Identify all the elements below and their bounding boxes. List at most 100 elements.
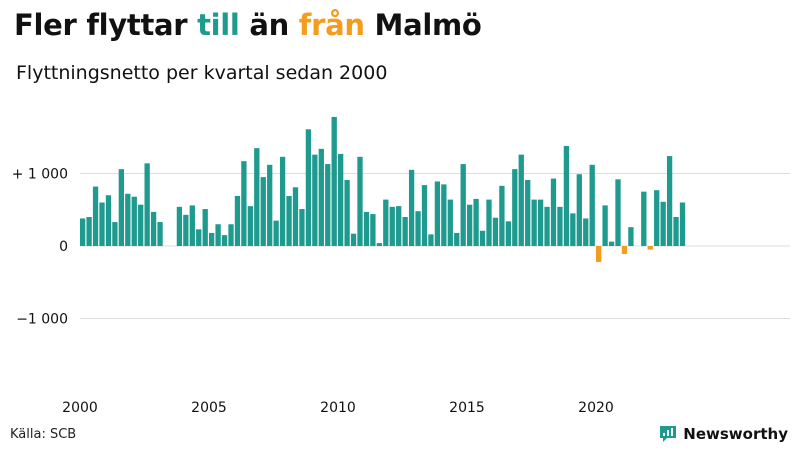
- bar-positive: [292, 187, 299, 246]
- newsworthy-logo-icon: [660, 426, 677, 442]
- brand-name: Newsworthy: [683, 425, 788, 443]
- newsworthy-logo: Newsworthy: [658, 424, 788, 444]
- bar-positive: [299, 209, 305, 246]
- bar-positive: [383, 199, 389, 246]
- bar-positive: [492, 217, 499, 246]
- bar-positive: [660, 201, 666, 246]
- x-tick-label: 2020: [578, 400, 614, 416]
- bar-positive: [338, 153, 344, 246]
- bar-positive: [234, 195, 241, 246]
- bar-positive: [125, 193, 131, 246]
- bar-positive: [138, 204, 144, 246]
- bar-positive: [602, 205, 608, 246]
- bar-positive: [589, 164, 595, 246]
- title-part-3: än: [239, 8, 299, 42]
- bar-positive: [473, 198, 479, 247]
- title-part-1: Fler flyttar: [14, 8, 198, 42]
- bar-positive: [363, 211, 370, 246]
- bar-positive: [267, 164, 273, 246]
- bar-positive: [550, 178, 557, 246]
- bar-positive: [467, 204, 473, 246]
- title-highlight-fran: från: [298, 8, 365, 42]
- bar-positive: [273, 220, 279, 247]
- bar-positive: [183, 214, 189, 246]
- bar-positive: [247, 206, 253, 247]
- bar-positive: [544, 206, 550, 246]
- bar-positive: [286, 195, 292, 246]
- bar-positive: [150, 211, 157, 246]
- bar-positive: [196, 229, 202, 246]
- bar-positive: [144, 163, 150, 246]
- bar-positive: [673, 217, 679, 246]
- bar-positive: [189, 205, 195, 246]
- bar-positive: [428, 234, 434, 246]
- bar-positive: [486, 199, 492, 246]
- bar-positive: [408, 169, 415, 247]
- bar-positive: [654, 190, 660, 246]
- title-part-5: Malmö: [364, 8, 482, 42]
- bar-positive: [279, 156, 286, 246]
- bar-positive: [615, 179, 621, 246]
- bar-positive: [512, 169, 518, 246]
- bar-positive: [499, 185, 505, 246]
- y-tick-label: 0: [59, 239, 68, 255]
- source-label: Källa: SCB: [10, 427, 77, 442]
- bar-positive: [357, 156, 363, 246]
- bar-positive: [557, 206, 563, 246]
- bar-positive: [531, 199, 537, 246]
- bar-positive: [350, 233, 357, 246]
- bar-positive: [441, 184, 447, 246]
- bar-positive: [112, 222, 118, 246]
- bar-positive: [396, 206, 402, 247]
- bar-negative: [621, 246, 628, 254]
- bar-positive: [421, 185, 428, 246]
- bar-positive: [312, 154, 318, 246]
- bar-positive: [305, 129, 312, 246]
- bar-positive: [344, 180, 350, 246]
- bar-positive: [415, 211, 421, 246]
- bar-positive: [241, 161, 247, 246]
- bar-negative: [596, 246, 602, 262]
- bar-positive: [679, 202, 686, 246]
- bar-positive: [666, 156, 673, 246]
- bar-positive: [254, 148, 260, 247]
- bar-positive: [447, 199, 453, 246]
- bar-positive: [157, 222, 163, 246]
- bar-positive: [563, 145, 570, 246]
- y-tick-label: + 1 000: [12, 167, 68, 183]
- bar-positive: [221, 235, 228, 247]
- y-tick-label: −1 000: [16, 312, 68, 328]
- bar-positive: [92, 186, 99, 246]
- bar-positive: [131, 196, 137, 246]
- x-tick-label: 2010: [320, 400, 356, 416]
- bar-positive: [331, 116, 337, 246]
- bar-positive: [376, 243, 382, 246]
- bar-positive: [228, 224, 234, 246]
- x-tick-label: 2005: [191, 400, 227, 416]
- bar-positive: [318, 148, 324, 246]
- bar-positive: [608, 241, 615, 246]
- bar-positive: [583, 218, 589, 246]
- bar-positive: [628, 227, 634, 246]
- bar-positive: [454, 232, 460, 246]
- bar-positive: [402, 217, 408, 246]
- bar-positive: [202, 209, 208, 246]
- title-highlight-till: till: [197, 8, 240, 42]
- bar-positive: [260, 177, 266, 247]
- bar-positive: [537, 199, 544, 246]
- chart-title: Fler flyttar till än från Malmö: [14, 8, 482, 42]
- bar-positive: [99, 202, 105, 246]
- bar-positive: [518, 154, 524, 246]
- chart-subtitle: Flyttningsnetto per kvartal sedan 2000: [16, 62, 388, 84]
- bar-positive: [525, 180, 531, 246]
- bar-positive: [479, 230, 486, 246]
- bar-positive: [215, 224, 221, 246]
- bar-negative: [647, 246, 653, 250]
- bar-positive: [209, 232, 215, 246]
- bar-positive: [80, 218, 86, 246]
- bar-positive: [576, 174, 582, 246]
- x-tick-label: 2000: [62, 400, 98, 416]
- bar-positive: [434, 181, 441, 246]
- bar-positive: [105, 195, 112, 246]
